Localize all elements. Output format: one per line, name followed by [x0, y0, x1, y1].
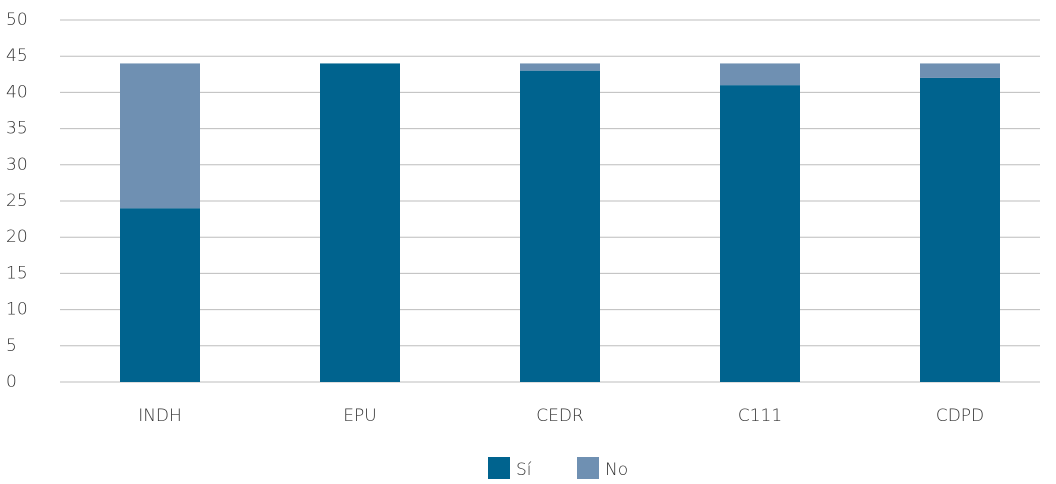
y-tick-label: 10	[6, 300, 28, 320]
x-tick-label: EPU	[343, 406, 376, 426]
y-tick-label: 45	[6, 46, 28, 66]
x-tick-label: INDH	[138, 406, 182, 426]
y-tick-label: 0	[6, 372, 17, 392]
bar-segment	[920, 63, 1000, 78]
y-tick-label: 50	[6, 10, 28, 30]
bar-segment	[920, 77, 1000, 383]
y-tick-label: 15	[6, 263, 28, 283]
y-tick-label: 25	[6, 191, 28, 211]
x-tick-label: C111	[738, 406, 782, 426]
legend-label: Sí	[516, 460, 532, 480]
y-tick-label: 5	[6, 336, 17, 356]
y-tick-label: 20	[6, 227, 28, 247]
bar-segment	[520, 63, 600, 71]
x-tick-label: CEDR	[536, 406, 584, 426]
bar-segment	[120, 63, 200, 209]
bar-segment	[720, 85, 800, 382]
y-tick-label: 35	[6, 119, 28, 139]
legend-swatch	[577, 457, 599, 479]
bar-segment	[720, 63, 800, 86]
legend-label: No	[605, 460, 628, 480]
bar-segment	[120, 208, 200, 382]
legend-swatch	[488, 457, 510, 479]
x-tick-label: CDPD	[936, 406, 984, 426]
y-tick-label: 40	[6, 82, 28, 102]
bar-segment	[320, 63, 400, 382]
y-tick-label: 30	[6, 155, 28, 175]
bar-segment	[520, 70, 600, 383]
